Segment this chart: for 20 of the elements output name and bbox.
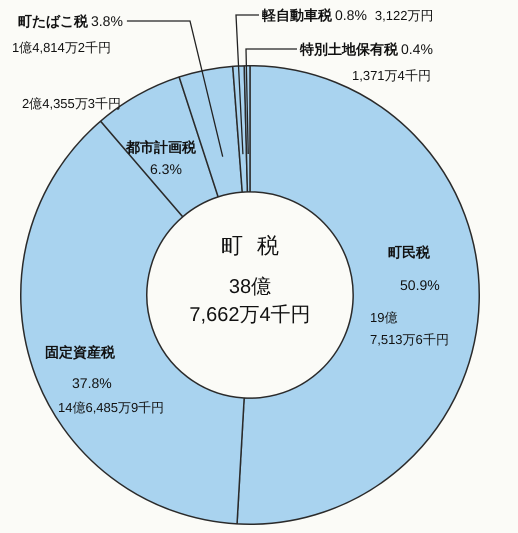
text: 3,122万円 — [374, 8, 434, 23]
data-label: 37.8% — [72, 375, 112, 391]
data-label: 0.8% — [335, 7, 367, 23]
data-label: 6.3% — [150, 161, 182, 177]
text: 14億6,485万9千円 — [58, 400, 164, 415]
slice-label: 軽自動車税 — [261, 7, 333, 23]
text: 1,371万4千円 — [352, 68, 431, 83]
text: 19億 7,513万6千円 — [370, 310, 449, 347]
data-label: 0.4% — [401, 41, 433, 57]
slice-label: 特別土地保有税 — [299, 41, 399, 57]
slice-label: 町民税 — [388, 244, 431, 260]
text: 38億 7,662万4千円 — [189, 276, 311, 326]
text: 2億4,355万3千円 — [22, 96, 121, 111]
data-label: 3.8% — [91, 13, 123, 29]
slice-label: 固定資産税 — [45, 344, 116, 360]
text: 1億4,814万2千円 — [12, 40, 111, 55]
data-label: 50.9% — [400, 277, 440, 293]
slice-label: 都市計画税 — [125, 139, 197, 155]
text: 町税 — [221, 233, 293, 258]
slice-label: 町たばこ税 — [18, 13, 89, 29]
